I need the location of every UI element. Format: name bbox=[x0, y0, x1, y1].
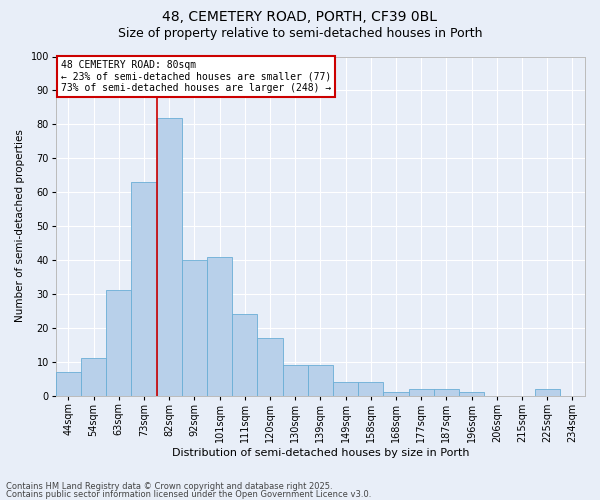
X-axis label: Distribution of semi-detached houses by size in Porth: Distribution of semi-detached houses by … bbox=[172, 448, 469, 458]
Text: Contains HM Land Registry data © Crown copyright and database right 2025.: Contains HM Land Registry data © Crown c… bbox=[6, 482, 332, 491]
Text: Size of property relative to semi-detached houses in Porth: Size of property relative to semi-detach… bbox=[118, 28, 482, 40]
Bar bbox=[358, 382, 383, 396]
Bar bbox=[182, 260, 207, 396]
Bar bbox=[409, 388, 434, 396]
Bar bbox=[131, 182, 157, 396]
Bar bbox=[157, 118, 182, 396]
Bar bbox=[535, 388, 560, 396]
Bar bbox=[56, 372, 81, 396]
Y-axis label: Number of semi-detached properties: Number of semi-detached properties bbox=[15, 130, 25, 322]
Bar bbox=[106, 290, 131, 396]
Text: 48 CEMETERY ROAD: 80sqm
← 23% of semi-detached houses are smaller (77)
73% of se: 48 CEMETERY ROAD: 80sqm ← 23% of semi-de… bbox=[61, 60, 331, 93]
Bar bbox=[434, 388, 459, 396]
Bar bbox=[257, 338, 283, 396]
Bar bbox=[308, 365, 333, 396]
Text: 48, CEMETERY ROAD, PORTH, CF39 0BL: 48, CEMETERY ROAD, PORTH, CF39 0BL bbox=[163, 10, 437, 24]
Bar bbox=[81, 358, 106, 396]
Text: Contains public sector information licensed under the Open Government Licence v3: Contains public sector information licen… bbox=[6, 490, 371, 499]
Bar bbox=[459, 392, 484, 396]
Bar bbox=[283, 365, 308, 396]
Bar bbox=[207, 256, 232, 396]
Bar bbox=[383, 392, 409, 396]
Bar bbox=[333, 382, 358, 396]
Bar bbox=[232, 314, 257, 396]
